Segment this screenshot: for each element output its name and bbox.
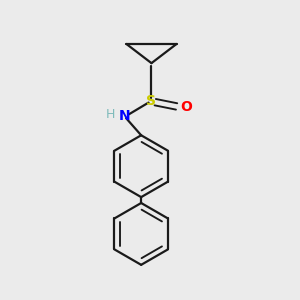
Text: O: O <box>180 100 192 114</box>
Text: N: N <box>119 109 131 123</box>
Text: S: S <box>146 94 157 108</box>
Text: H: H <box>106 109 116 122</box>
